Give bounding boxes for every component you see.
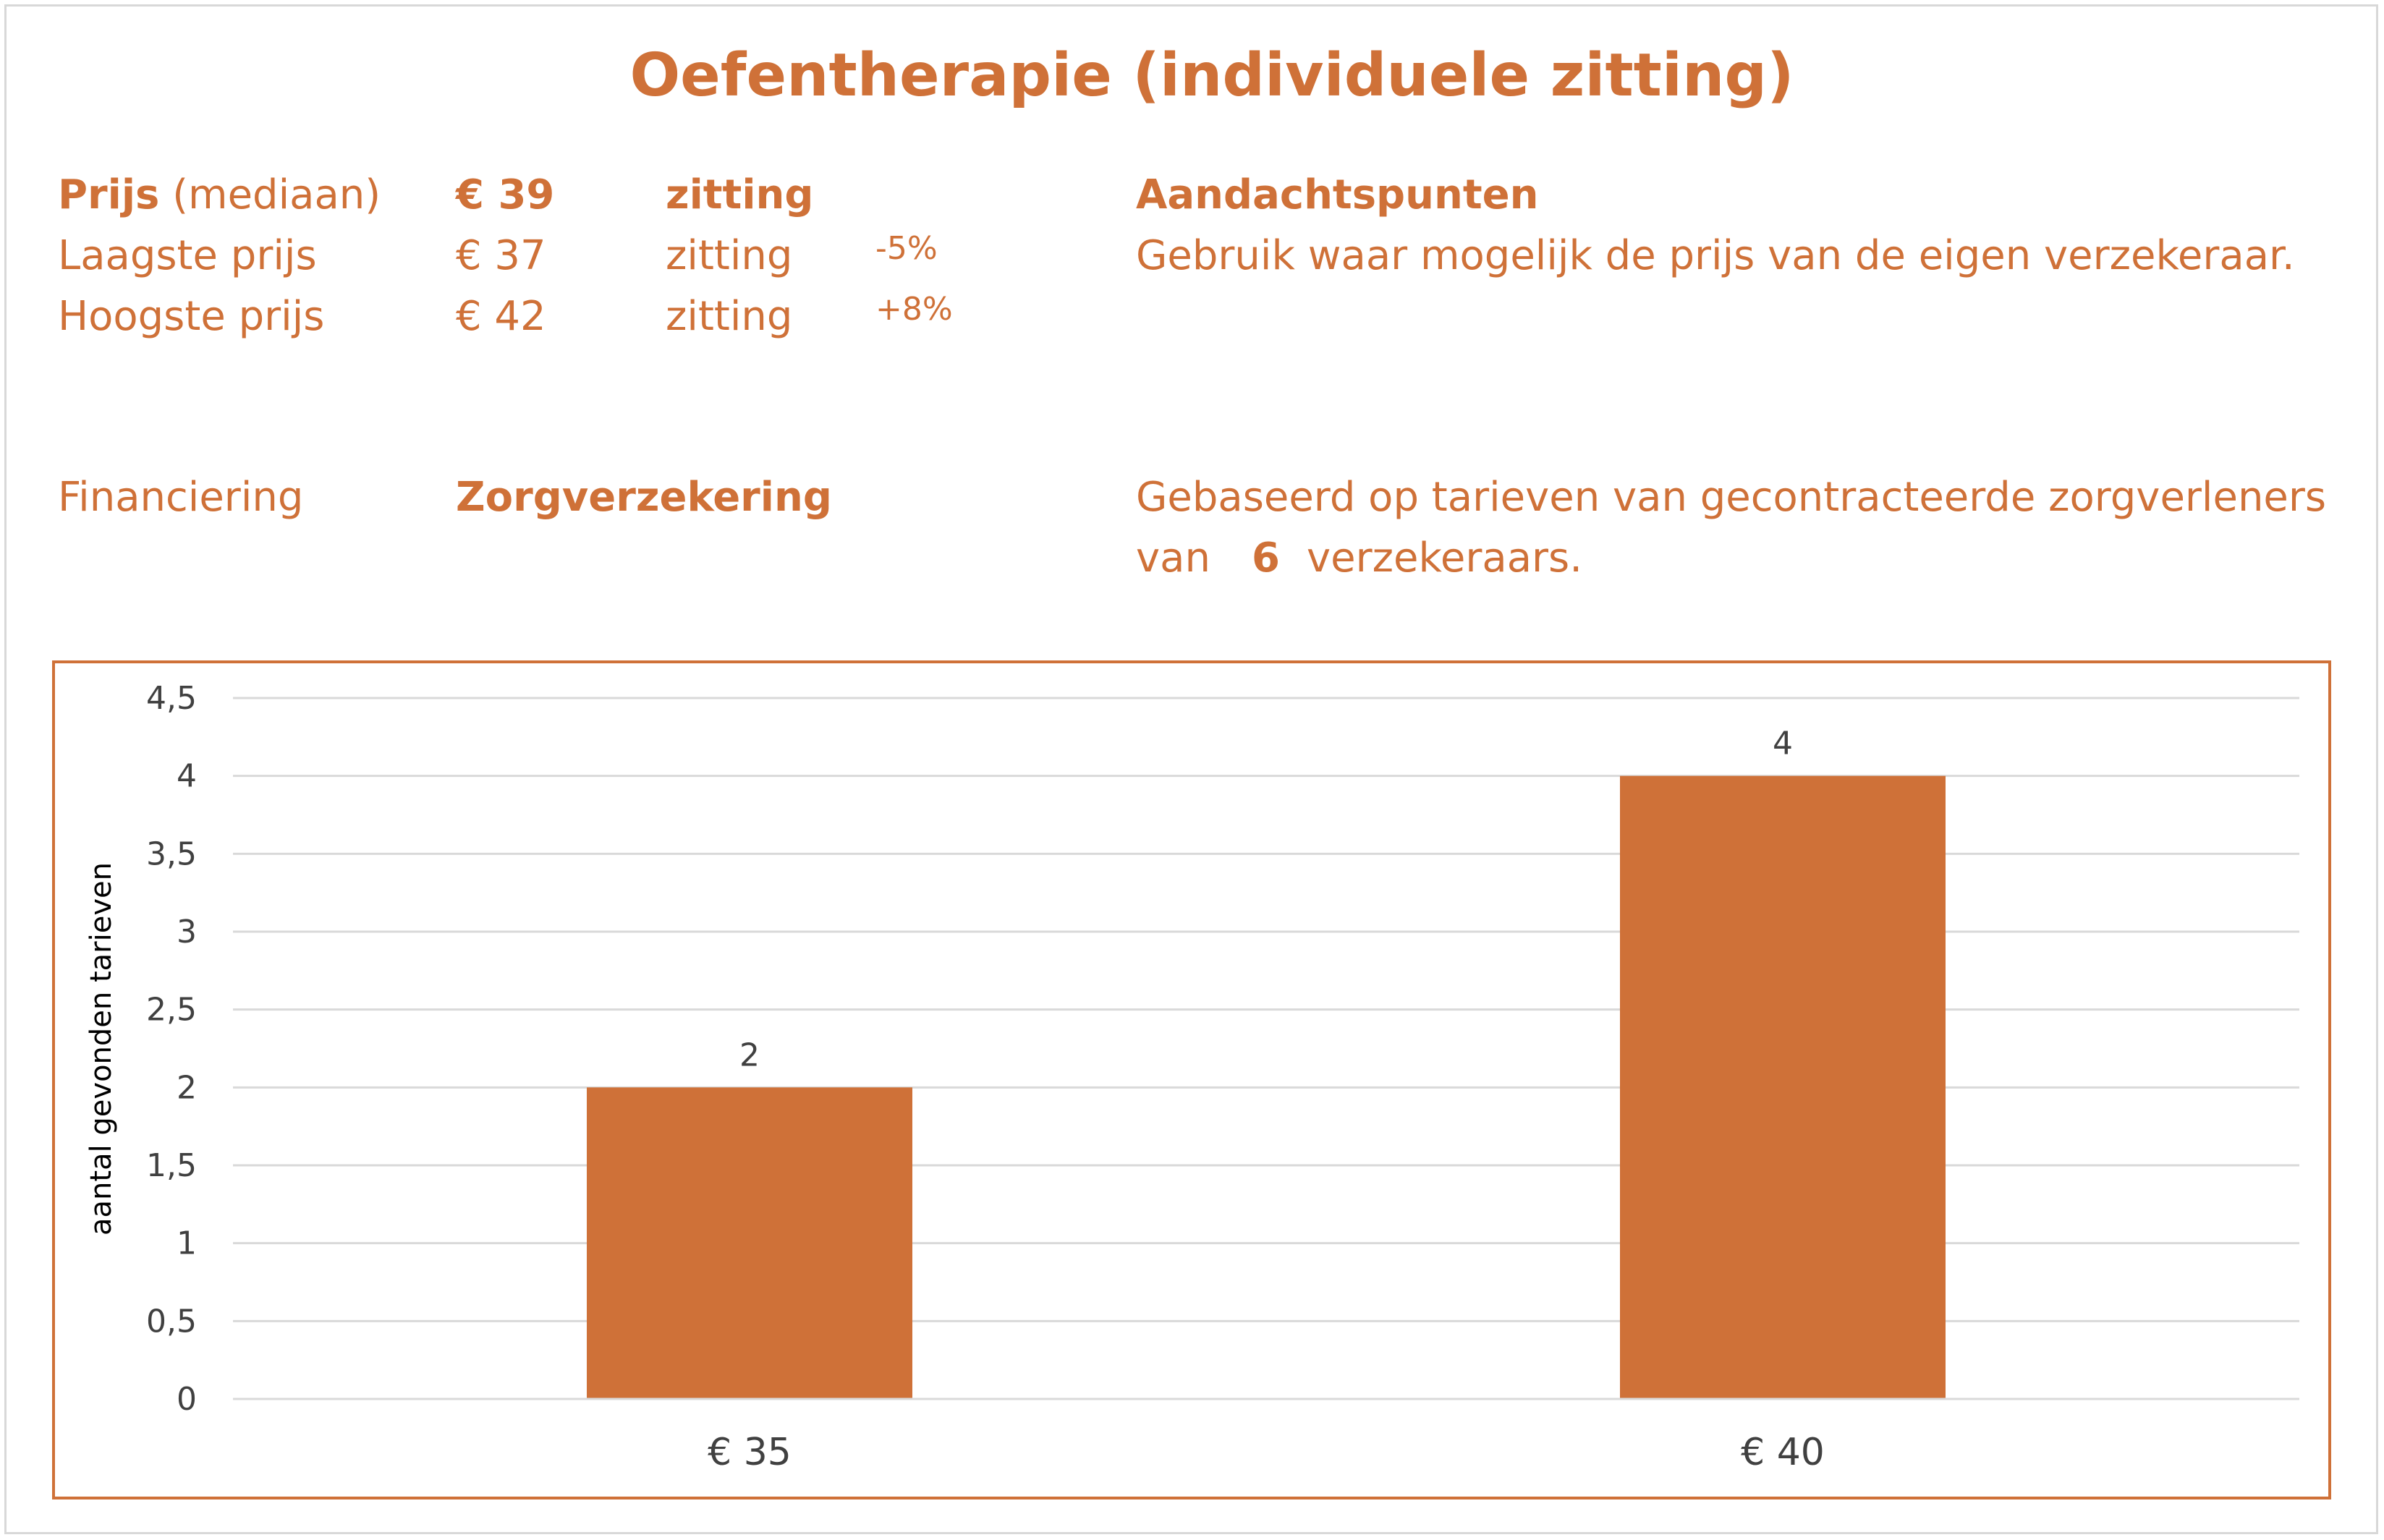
y-axis-label: aantal gevonden tarieven — [85, 862, 118, 1235]
lowest-price-diff: -5% — [875, 230, 938, 267]
notes-text: Gebruik waar mogelijk de prijs van de ei… — [1136, 232, 2295, 279]
financing-basis-line1: Gebaseerd op tarieven van gecontracteerd… — [1136, 474, 2327, 521]
y-tick-label: 4,5 — [146, 680, 197, 717]
notes-heading: Aandachtspunten — [1136, 171, 1539, 218]
bar — [1620, 775, 1946, 1399]
y-tick-label: 2 — [177, 1069, 197, 1106]
median-price-amount: € 39 — [456, 171, 555, 218]
y-tick-label: 3 — [177, 914, 197, 950]
y-tick-label: 4 — [177, 758, 197, 795]
financing-basis-suffix: verzekeraars. — [1307, 535, 1583, 582]
page-frame — [4, 4, 2378, 1534]
bar — [587, 1087, 912, 1399]
median-price-label-bold: Prijs — [58, 171, 160, 218]
highest-price-unit: zitting — [666, 293, 793, 340]
page-title: Oefentherapie (individuele zitting) — [629, 41, 1794, 110]
highest-price-diff: +8% — [875, 291, 953, 328]
median-price-label: Prijs (mediaan) — [58, 175, 381, 216]
highest-price-amount: € 42 — [456, 293, 546, 340]
financing-label: Financiering — [58, 474, 304, 521]
y-tick-label: 3,5 — [146, 835, 197, 872]
median-price-unit: zitting — [666, 171, 814, 218]
y-tick-label: 0 — [177, 1381, 197, 1418]
x-tick-label: € 35 — [708, 1431, 792, 1474]
y-tick-label: 0,5 — [146, 1303, 197, 1340]
y-tick-label: 1 — [177, 1225, 197, 1262]
lowest-price-unit: zitting — [666, 232, 793, 279]
lowest-price-amount: € 37 — [456, 232, 546, 279]
lowest-price-label: Laagste prijs — [58, 232, 317, 279]
financing-basis-prefix: van — [1136, 535, 1210, 582]
highest-price-label: Hoogste prijs — [58, 293, 325, 340]
chart-box — [52, 660, 2331, 1499]
y-tick-label: 2,5 — [146, 992, 197, 1029]
y-tick-label: 1,5 — [146, 1147, 197, 1184]
financing-value: Zorgverzekering — [456, 474, 832, 521]
median-price-label-rest: (mediaan) — [172, 171, 381, 218]
x-tick-label: € 40 — [1741, 1431, 1825, 1474]
bar-data-label: 4 — [1773, 726, 1793, 762]
bar-data-label: 2 — [739, 1037, 760, 1073]
insurer-count: 6 — [1252, 535, 1280, 582]
